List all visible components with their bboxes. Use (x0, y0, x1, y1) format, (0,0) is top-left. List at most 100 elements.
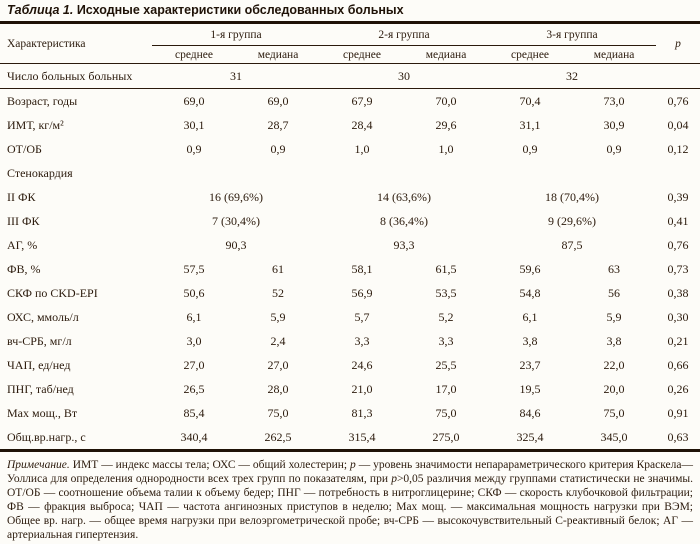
table-row: II ФК 16 (69,6%) 14 (63,6%) 18 (70,4%) 0… (0, 185, 700, 209)
table-cell: 325,4 (516, 429, 544, 444)
header-subcolumn-mean: среднее (320, 45, 405, 64)
p-value-cell: 0,91 (667, 405, 689, 420)
table-cell: 56,9 (351, 285, 373, 300)
table-title: Таблица 1. Исходные характеристики обсле… (0, 0, 700, 24)
table-cell: 17,0 (435, 381, 457, 396)
table-row: Возраст, годы 69,0 69,0 67,9 70,0 70,4 7… (0, 89, 700, 114)
table-cell: 6,1 (186, 309, 202, 324)
row-label: ИМТ, кг/м² (7, 117, 64, 132)
p-value-cell: 0,76 (667, 93, 689, 108)
p-value-cell: 0,38 (667, 285, 689, 300)
table-cell: 23,7 (519, 357, 541, 372)
table-cell: 26,5 (183, 381, 205, 396)
table-row: Общ.вр.нагр., с 340,4 262,5 315,4 275,0 … (0, 425, 700, 451)
table-cell: 58,1 (351, 261, 373, 276)
row-label: ЧАП, ед/нед (7, 357, 71, 372)
row-label: вч-СРБ, мг/л (7, 333, 72, 348)
table-cell: 0,9 (606, 141, 622, 156)
table-cell: 20,0 (603, 381, 625, 396)
table-cell: 70,4 (519, 93, 541, 108)
table-cell: 3,3 (354, 333, 370, 348)
row-label: Мах мощ., Вт (7, 405, 78, 420)
section-label: Стенокардия (7, 165, 73, 180)
table-cell: 2,4 (270, 333, 286, 348)
p-value-cell (656, 63, 700, 89)
table-cell: 30,9 (603, 117, 625, 132)
table-cell: 1,0 (438, 141, 454, 156)
table-cell: 22,0 (603, 357, 625, 372)
table-cell: 5,9 (270, 309, 286, 324)
table-cell: 28,0 (267, 381, 289, 396)
table-row: АГ, % 90,3 93,3 87,5 0,76 (0, 233, 700, 257)
p-value-cell: 0,63 (667, 429, 689, 444)
footnote-text: — уровень значимости непарараметрическог… (7, 459, 694, 485)
table-cell: 18 (70,4%) (545, 189, 600, 204)
table-cell: 61,5 (435, 261, 457, 276)
table-cell: 30,1 (183, 117, 205, 132)
table-row: ИМТ, кг/м² 30,1 28,7 28,4 29,6 31,1 30,9… (0, 113, 700, 137)
table-row: ЧАП, ед/нед 27,0 27,0 24,6 25,5 23,7 22,… (0, 353, 700, 377)
table-cell: 50,6 (183, 285, 205, 300)
header-group-2: 2-я группа (320, 24, 489, 46)
table-cell: 25,5 (435, 357, 457, 372)
p-value-cell: 0,30 (667, 309, 689, 324)
table-cell: 24,6 (351, 357, 373, 372)
row-label: II ФК (7, 189, 36, 204)
p-value-cell: 0,76 (667, 237, 689, 252)
table-cell: 28,7 (267, 117, 289, 132)
table-cell: 73,0 (603, 93, 625, 108)
table-cell: 56 (608, 285, 621, 300)
table-cell: 69,0 (183, 93, 205, 108)
table-cell: 262,5 (264, 429, 292, 444)
row-label: Общ.вр.нагр., с (7, 429, 86, 444)
header-group-3: 3-я группа (488, 24, 657, 46)
p-value-cell: 0,21 (667, 333, 689, 348)
patients-table: Характеристика 1-я группа 2-я группа 3-я… (0, 24, 700, 452)
table-cell: 75,0 (267, 405, 289, 420)
table-cell: 87,5 (561, 237, 583, 252)
table-row: ФВ, % 57,5 61 58,1 61,5 59,6 63 0,73 (0, 257, 700, 281)
footnote-text: ИМТ — индекс массы тела; ОХС — общий хол… (69, 459, 351, 471)
header-row-groups: Характеристика 1-я группа 2-я группа 3-я… (0, 24, 700, 64)
header-subcolumn-mean: среднее (488, 45, 573, 64)
table-row: ОХС, ммоль/л 6,1 5,9 5,7 5,2 6,1 5,9 0,3… (0, 305, 700, 329)
table-cell: 61 (272, 261, 284, 276)
table-header: Характеристика 1-я группа 2-я группа 3-я… (0, 24, 700, 64)
row-label: ФВ, % (7, 261, 41, 276)
row-label: ОТ/ОБ (7, 141, 42, 156)
table-cell: 3,8 (522, 333, 538, 348)
table-cell: 27,0 (183, 357, 205, 372)
p-value-cell: 0,26 (667, 381, 689, 396)
table-cell: 85,4 (183, 405, 205, 420)
table-cell: 1,0 (354, 141, 370, 156)
table-cell: 28,4 (351, 117, 373, 132)
footnote-text: >0,05 различия между группами статистиче… (7, 472, 693, 541)
table-cell: 84,6 (519, 405, 541, 420)
row-label: Число больных больных (0, 63, 152, 89)
p-value-cell: 0,66 (667, 357, 689, 372)
p-value-cell: 0,04 (667, 117, 689, 132)
table-number-label: Таблица 1. (7, 3, 74, 17)
table-cell: 0,9 (270, 141, 286, 156)
p-value-cell: 0,41 (667, 213, 689, 228)
table-body: Число больных больных 31 30 32 Возраст, … (0, 63, 700, 451)
table-cell: 315,4 (348, 429, 376, 444)
footnote-note-label: Примечание. (7, 459, 70, 471)
table-cell: 21,0 (351, 381, 373, 396)
table-cell: 345,0 (600, 429, 628, 444)
table-cell: 70,0 (435, 93, 457, 108)
footnote: Примечание. ИМТ — индекс массы тела; ОХС… (0, 452, 700, 542)
table-row: СКФ по CKD-EPI 50,6 52 56,9 53,5 54,8 56… (0, 281, 700, 305)
table-cell: 5,7 (354, 309, 370, 324)
header-subcolumn-median: медиана (572, 45, 657, 64)
p-value-cell: 0,73 (667, 261, 689, 276)
table-row: ОТ/ОБ 0,9 0,9 1,0 1,0 0,9 0,9 0,12 (0, 137, 700, 161)
table-cell: 75,0 (435, 405, 457, 420)
table-cell: 59,6 (519, 261, 541, 276)
table-cell: 0,9 (186, 141, 202, 156)
table-cell: 9 (29,6%) (548, 213, 597, 228)
p-value-cell: 0,39 (667, 189, 689, 204)
table-row: Мах мощ., Вт 85,4 75,0 81,3 75,0 84,6 75… (0, 401, 700, 425)
table-cell: 31 (152, 63, 321, 89)
